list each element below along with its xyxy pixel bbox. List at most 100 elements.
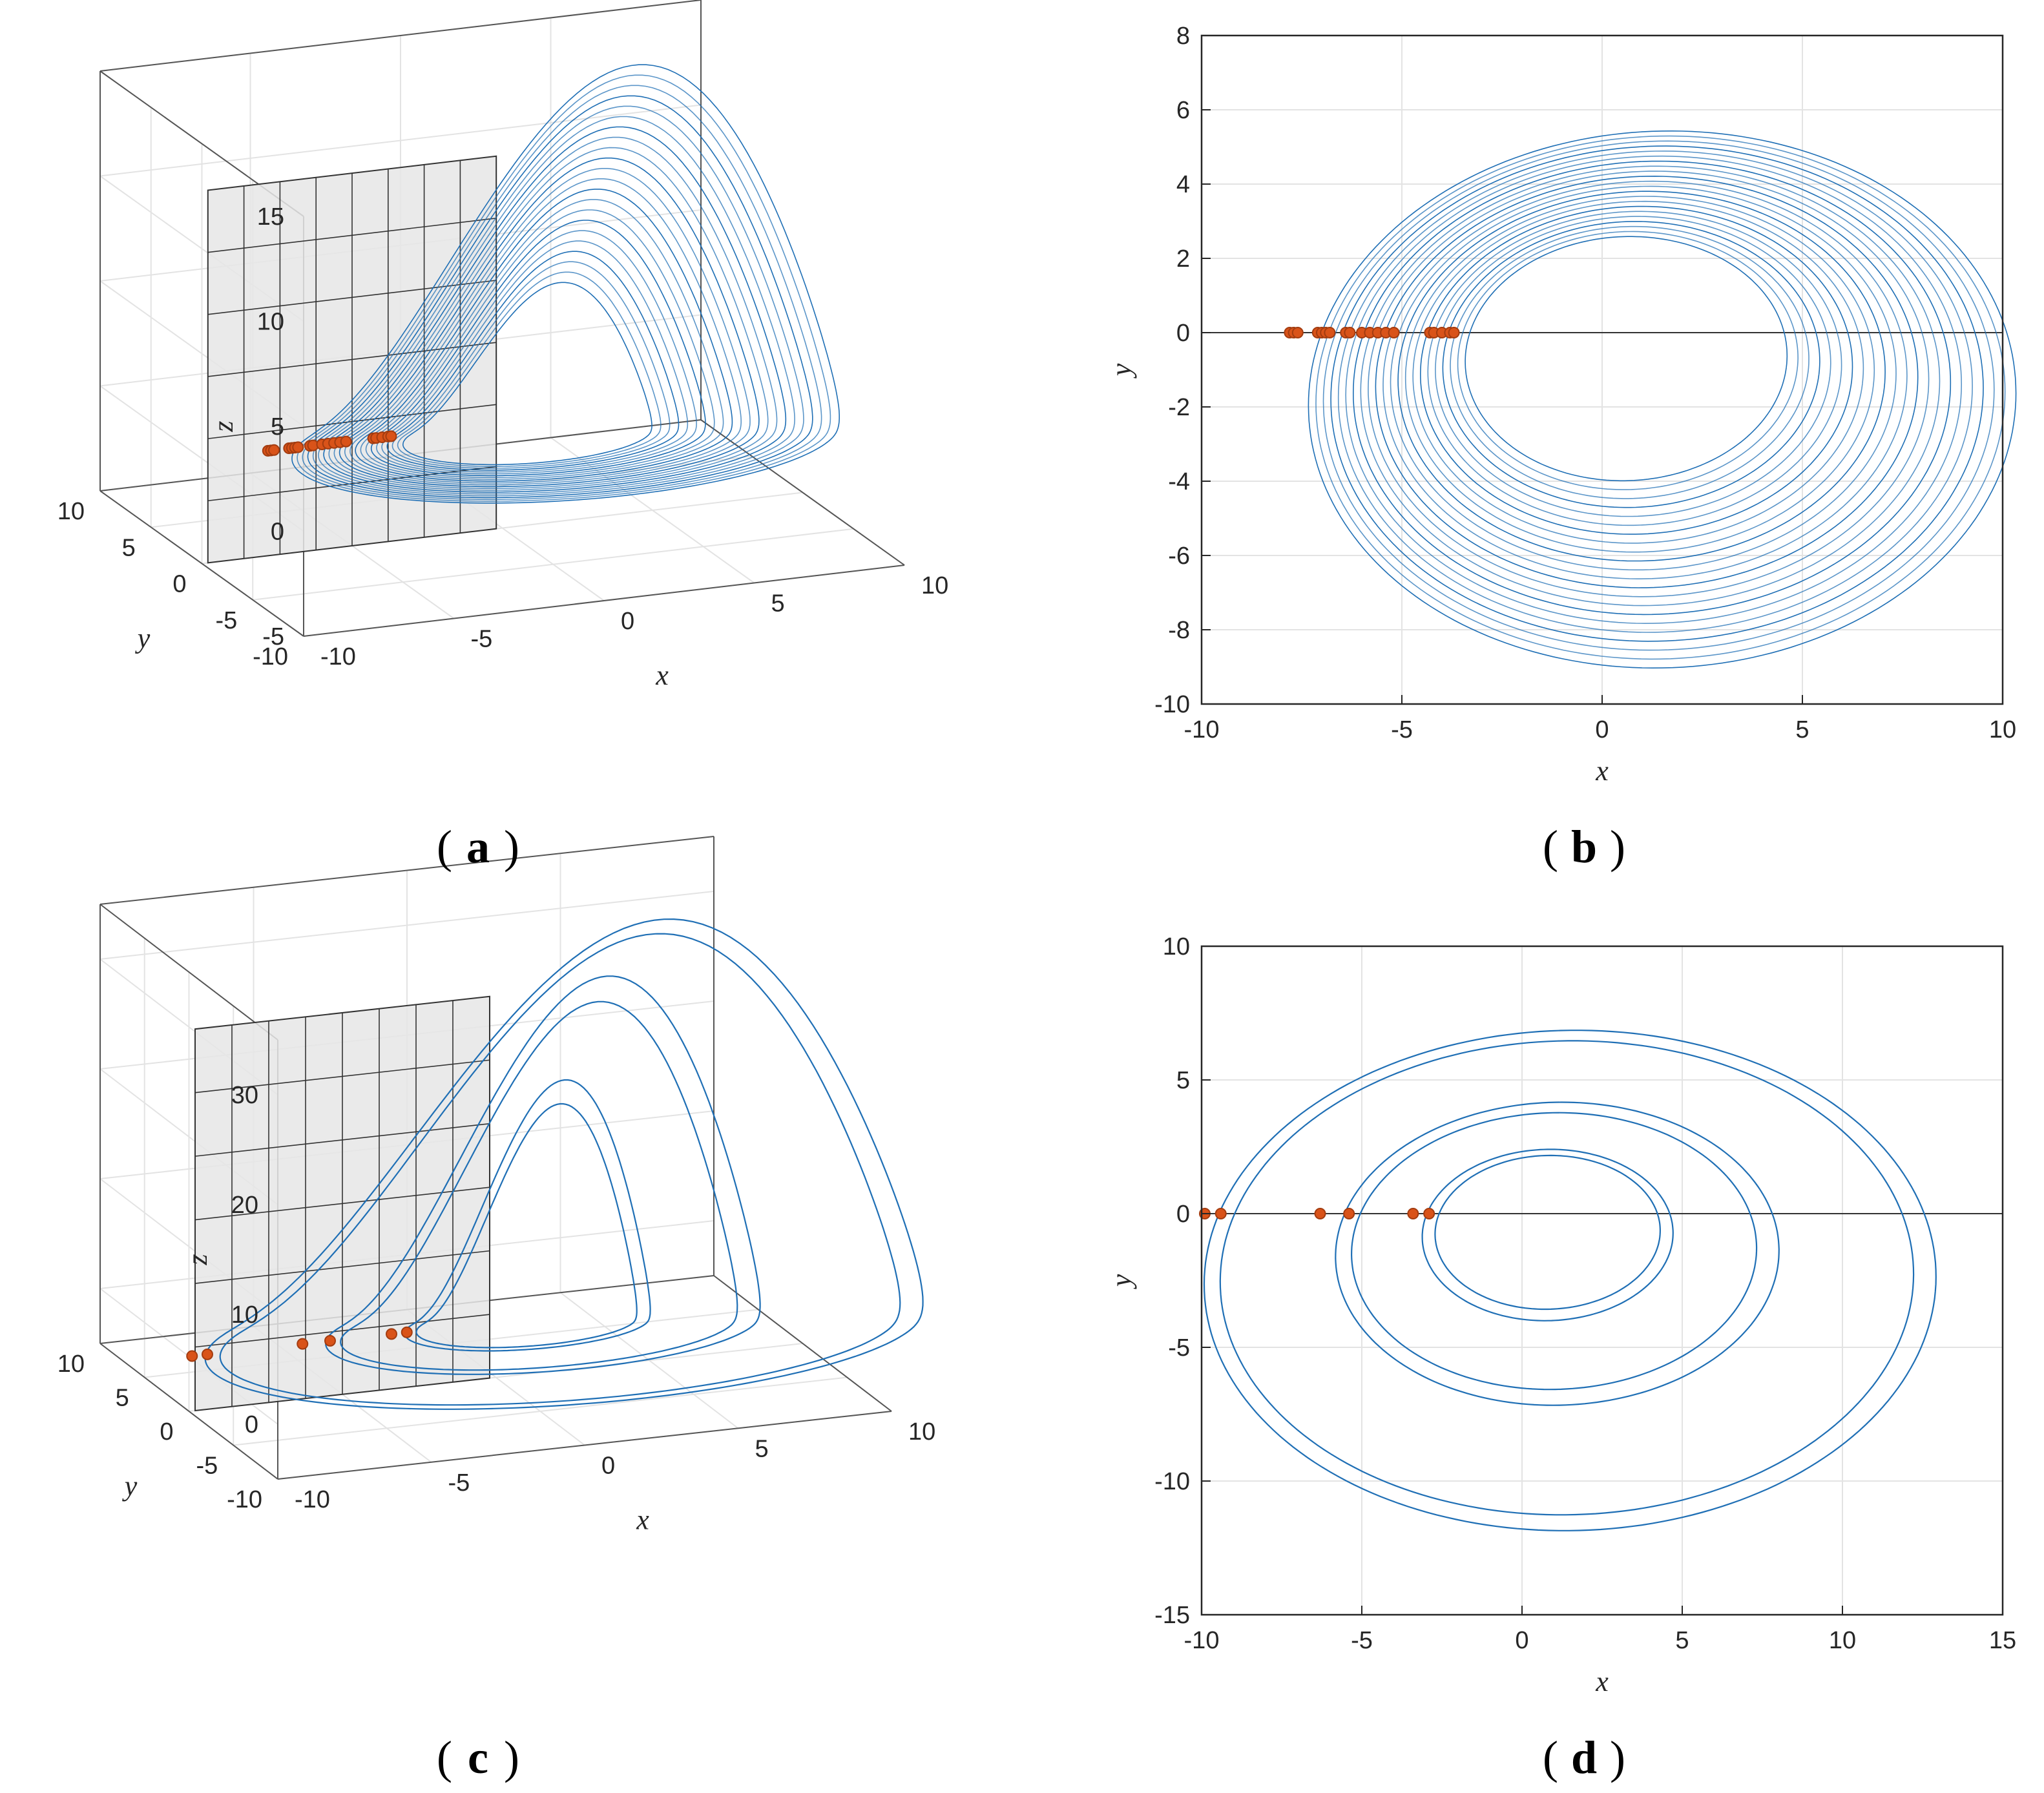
section-point: [1291, 327, 1304, 338]
svg-text:): ): [1610, 1732, 1625, 1783]
tick-label-y: -5: [215, 607, 237, 634]
plane-grid-horizontal: [194, 1250, 490, 1284]
orbit-curve: [204, 918, 924, 1410]
svg-text:(: (: [1543, 821, 1558, 873]
tick-label-x: -5: [471, 626, 493, 653]
orbit-curve: [340, 1000, 738, 1371]
orbit-curve: [1434, 1154, 1662, 1311]
orbit-curve: [402, 282, 652, 466]
tick-label-y: 10: [57, 498, 85, 525]
orbit-curve: [1337, 150, 1973, 633]
axis-label-y: y: [122, 1470, 138, 1502]
tick-label-y: -5: [196, 1453, 218, 1480]
section-point: [1423, 1208, 1435, 1219]
orbit-curve: [1345, 155, 1963, 625]
tick-label-y: 5: [116, 1385, 129, 1412]
orbit-curve: [328, 136, 778, 491]
orbit-curve: [397, 271, 662, 467]
orbit-curve: [333, 147, 769, 489]
tick-label-y: -6: [1168, 543, 1190, 570]
tick-label-z: 30: [231, 1082, 258, 1109]
orbit-curve: [391, 261, 671, 469]
plane-grid-horizontal: [194, 1123, 490, 1157]
panel-b-xy-projection: -10 -5 0 5 10 -10 -8 -6 -4 -2 0 2 4 6 8 x y: [1105, 23, 2017, 787]
tick-label-x: -10: [1184, 1627, 1220, 1654]
axis-label-y: y: [1105, 1274, 1137, 1289]
orbit-curve: [1375, 175, 1919, 588]
tick-label-y: 0: [1176, 1201, 1190, 1228]
tick-label-y: -8: [1168, 617, 1190, 644]
orbit-curve: [318, 116, 795, 495]
plane-grid-horizontal: [207, 404, 497, 439]
axis-box-edge: [99, 836, 714, 905]
section-point: [1343, 1208, 1355, 1219]
tick-label-y: 0: [1176, 320, 1190, 347]
orbit-curve: [219, 933, 901, 1406]
svg-text:(: (: [1543, 1732, 1558, 1783]
panel-c-3d-orbit: 0 10 20 30 -10 -5 0 5 10 -10 -5 0 5 10 z y x: [57, 836, 935, 1536]
axis-label-y: y: [1105, 363, 1137, 378]
plane-grid-horizontal: [194, 1314, 490, 1348]
tick-label-y: -4: [1168, 468, 1190, 495]
tick-label-y: 2: [1176, 245, 1190, 273]
orbit-curve: [312, 105, 804, 497]
tick-label-y: 10: [57, 1351, 85, 1378]
tick-label-x: 0: [1515, 1627, 1528, 1654]
tick-label-x: 5: [771, 590, 785, 617]
orbit-curve: [1368, 171, 1930, 597]
caption-c-letter: c: [468, 1732, 488, 1783]
axis-box-edge: [277, 1411, 892, 1480]
orbit-curve: [1350, 1112, 1758, 1391]
caption-b-letter: b: [1571, 821, 1597, 873]
grid-floor-y: [233, 1376, 848, 1446]
axis-label-x: x: [1595, 1666, 1609, 1697]
caption-a: ( a ): [437, 821, 519, 873]
axis-box-edge: [303, 565, 905, 637]
tick-label-z: 10: [257, 309, 284, 336]
plane-grid-horizontal: [194, 1059, 490, 1093]
section-point: [186, 1350, 198, 1362]
section-point: [202, 1348, 213, 1360]
caption-c: ( c ): [437, 1732, 519, 1783]
tick-label-y: 5: [122, 534, 136, 561]
axis-label-x: x: [655, 659, 669, 691]
tick-label-x: -5: [1391, 716, 1413, 743]
orbit-curve: [323, 126, 787, 493]
section-point: [386, 1328, 397, 1340]
caption-d: ( d ): [1543, 1732, 1625, 1783]
axis-box-edge: [99, 0, 702, 72]
tick-label-y: 0: [160, 1418, 173, 1446]
tick-label-x: 0: [601, 1453, 615, 1480]
tick-label-z: 10: [231, 1301, 258, 1329]
tick-label-x: 0: [621, 608, 634, 635]
orbit-curve: [1330, 145, 1984, 642]
section-point: [1344, 327, 1356, 338]
orbit-curve: [360, 199, 724, 480]
caption-b: ( b ): [1543, 821, 1625, 873]
orbit-curve: [1457, 231, 1799, 490]
axis-label-z: z: [207, 420, 239, 432]
tick-label-x: -10: [295, 1486, 330, 1513]
tick-label-y: 8: [1176, 23, 1190, 50]
tick-label-z: 20: [231, 1192, 258, 1219]
tick-label-y: 6: [1176, 97, 1190, 124]
section-point: [1324, 327, 1336, 338]
svg-text:): ): [504, 1732, 519, 1783]
orbit-curve: [1390, 185, 1897, 571]
tick-label-y: -10: [253, 643, 288, 670]
orbit-curve: [370, 220, 706, 477]
tick-label-x: -5: [1351, 1627, 1373, 1654]
tick-label-y: 0: [172, 571, 186, 598]
orbit-curve: [1421, 1148, 1674, 1321]
tick-label-z: 0: [271, 519, 284, 546]
orbit-curve: [1203, 1030, 1937, 1531]
plane-grid-horizontal: [194, 1187, 490, 1221]
section-point: [385, 430, 397, 442]
orbit-curve: [1435, 216, 1831, 517]
plot-frame: [1200, 945, 2004, 1616]
tick-label-x: -10: [320, 643, 356, 670]
plane-grid-horizontal: [207, 342, 497, 377]
grid-back-z: [99, 104, 702, 177]
